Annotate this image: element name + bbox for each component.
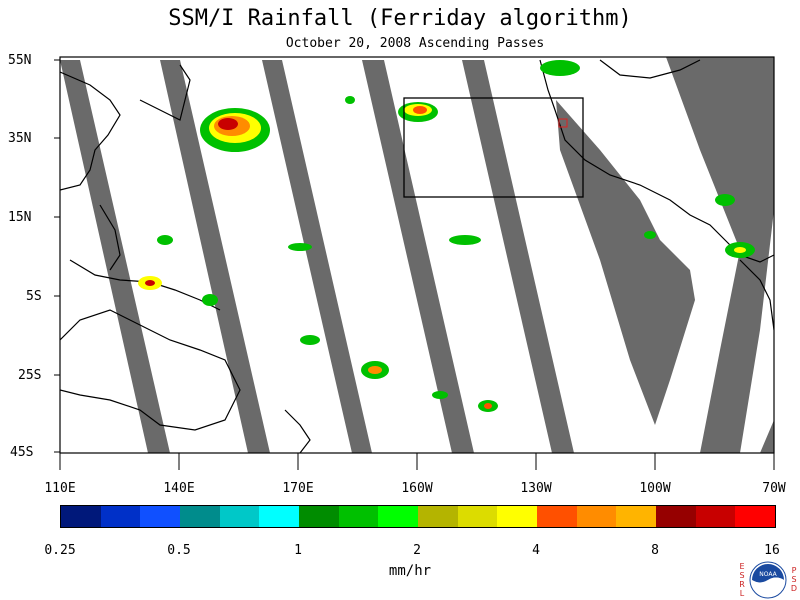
psd-letter-d: D [790, 584, 798, 593]
colorbar-tick-0: 0.25 [44, 543, 76, 558]
coast-canada [599, 59, 701, 79]
lat-label-5s: 5S [26, 289, 42, 304]
coast-asia [60, 71, 121, 191]
lon-label-160w: 160W [401, 481, 433, 496]
lat-label-25s: 25S [18, 368, 42, 383]
colorbar-tick-3: 2 [413, 543, 421, 558]
coast-south-america [739, 259, 774, 331]
esrl-letter-s: S [739, 571, 745, 580]
lon-label-140e: 140E [163, 481, 195, 496]
lon-label-130w: 130W [520, 481, 552, 496]
northeast-pacific-storm [398, 102, 438, 122]
lat-label-55n: 55N [8, 53, 32, 68]
coast-australia [60, 309, 241, 431]
lon-label-70w: 70W [762, 481, 786, 496]
map-title: SSM/I Rainfall (Ferriday algorithm) [168, 6, 632, 31]
colorbar-swatch-9 [418, 506, 458, 527]
esrl-letter-e: E [739, 562, 745, 571]
colorbar-swatch-14 [616, 506, 657, 527]
red-marker-box [558, 118, 568, 128]
region-box [403, 97, 584, 198]
colorbar-swatch-11 [497, 506, 538, 527]
colorbar-units: mm/hr [388, 563, 432, 579]
colorbar-swatch-13 [576, 506, 617, 527]
swath-gap-2 [160, 60, 270, 453]
colorbar-swatch-12 [537, 506, 577, 527]
colorbar-swatch-10 [457, 506, 498, 527]
colorbar-tick-5: 8 [651, 543, 659, 558]
coast-japan [139, 64, 191, 121]
swath-gaps [60, 57, 774, 453]
colorbar-swatch-6 [299, 506, 339, 527]
swath-gap-7 [666, 57, 774, 453]
lat-label-45s: 45S [10, 445, 34, 460]
noaa-logo: E S R L NOAA P S D [738, 560, 798, 600]
colorbar-swatch-7 [338, 506, 379, 527]
colorbar-tick-2: 1 [294, 543, 302, 558]
colorbar-swatch-15 [656, 506, 696, 527]
psd-letter-p: P [791, 566, 797, 575]
colorbar-swatch-5 [259, 506, 300, 527]
colorbar [60, 505, 776, 528]
storm-system [200, 108, 270, 152]
map-subtitle: October 20, 2008 Ascending Passes [285, 36, 545, 51]
colorbar-swatch-1 [100, 506, 141, 527]
psd-letter-s: S [791, 575, 797, 584]
colorbar-tick-4: 4 [532, 543, 540, 558]
coast-newzealand [284, 409, 311, 453]
colorbar-swatch-17 [735, 506, 776, 527]
swath-gap-5 [462, 60, 574, 453]
rain-cells [138, 60, 755, 412]
noaa-emblem-icon: NOAA [749, 561, 787, 599]
lat-label-15n: 15N [8, 210, 32, 225]
colorbar-tick-1: 0.5 [167, 543, 191, 558]
colorbar-swatch-4 [219, 506, 260, 527]
lon-label-170e: 170E [282, 481, 314, 496]
colorbar-tick-6: 16 [764, 543, 780, 558]
tick-marks [54, 59, 775, 470]
swath-gap-6 [556, 100, 695, 425]
colorbar-swatch-3 [180, 506, 220, 527]
esrl-letter-l: L [739, 589, 745, 598]
swath-gap-4 [362, 60, 474, 453]
colorbar-swatch-16 [695, 506, 736, 527]
swath-gap-1 [60, 60, 170, 453]
colorbar-swatch-8 [378, 506, 419, 527]
coast-philippines [99, 204, 121, 271]
noaa-emblem-text: NOAA [759, 571, 777, 578]
colorbar-swatch-2 [140, 506, 181, 527]
esrl-letter-r: R [739, 580, 745, 589]
lon-label-100w: 100W [639, 481, 671, 496]
colorbar-swatch-0 [61, 506, 101, 527]
lon-label-110e: 110E [44, 481, 76, 496]
lat-label-35n: 35N [8, 131, 32, 146]
swath-gap-3 [262, 60, 372, 453]
